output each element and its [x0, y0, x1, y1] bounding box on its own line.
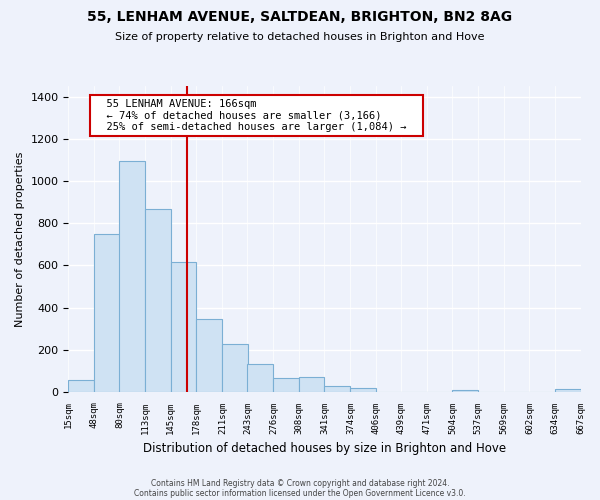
- Bar: [247, 364, 274, 392]
- Bar: [452, 390, 478, 392]
- Bar: [299, 377, 325, 392]
- Text: 55 LENHAM AVENUE: 166sqm
  ← 74% of detached houses are smaller (3,166)
  25% of: 55 LENHAM AVENUE: 166sqm ← 74% of detach…: [94, 99, 419, 132]
- Bar: [94, 234, 120, 392]
- Bar: [68, 380, 94, 392]
- Bar: [274, 378, 299, 392]
- Text: Contains HM Land Registry data © Crown copyright and database right 2024.: Contains HM Land Registry data © Crown c…: [151, 478, 449, 488]
- Bar: [170, 262, 196, 392]
- Text: 55, LENHAM AVENUE, SALTDEAN, BRIGHTON, BN2 8AG: 55, LENHAM AVENUE, SALTDEAN, BRIGHTON, B…: [88, 10, 512, 24]
- Bar: [554, 389, 581, 392]
- Bar: [145, 208, 171, 392]
- Bar: [119, 161, 145, 392]
- X-axis label: Distribution of detached houses by size in Brighton and Hove: Distribution of detached houses by size …: [143, 442, 506, 455]
- Bar: [350, 388, 376, 392]
- Text: Contains public sector information licensed under the Open Government Licence v3: Contains public sector information licen…: [134, 488, 466, 498]
- Bar: [223, 344, 248, 392]
- Bar: [196, 319, 223, 392]
- Text: Size of property relative to detached houses in Brighton and Hove: Size of property relative to detached ho…: [115, 32, 485, 42]
- Y-axis label: Number of detached properties: Number of detached properties: [15, 152, 25, 327]
- Bar: [325, 386, 350, 392]
